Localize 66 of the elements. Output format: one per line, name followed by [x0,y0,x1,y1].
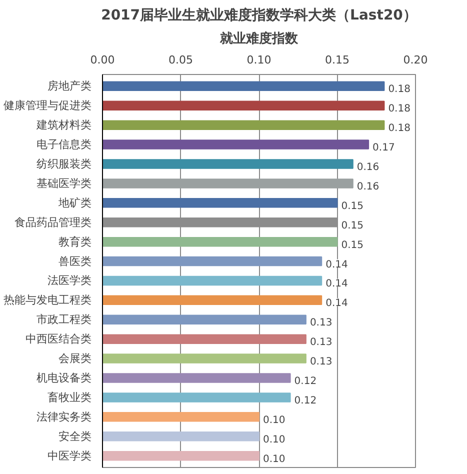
y-tick-label: 畜牧业类 [48,390,92,404]
data-label: 0.16 [356,162,380,173]
bar [102,334,306,344]
y-tick-label: 纺织服装类 [36,157,92,170]
x-tick-label: 0.00 [90,54,115,66]
y-tick-label: 健康管理与促进类 [4,99,92,112]
bar [102,256,322,266]
y-tick-label: 建筑材料类 [36,118,92,132]
y-tick-label: 地矿类 [58,196,92,210]
y-tick-label: 热能与发电工程类 [4,294,92,307]
chart-title: 2017届毕业生就业难度指数学科大类（Last20） [101,6,417,24]
y-tick-label: 中西医结合类 [26,332,92,346]
y-tick-label: 兽医类 [58,254,92,268]
x-tick-label: 0.05 [168,54,194,66]
bar [102,140,370,150]
data-label: 0.18 [388,104,410,115]
x-tick-label: 0.15 [325,54,350,66]
y-tick-label: 市政工程类 [36,313,92,326]
bar [102,412,260,422]
bar [102,159,354,169]
data-label: 0.12 [294,395,317,406]
bar [102,431,260,442]
data-label: 0.10 [263,414,286,426]
data-label: 0.10 [263,454,286,465]
data-label: 0.15 [341,240,364,251]
bar [102,178,354,188]
y-tick-label: 中医学类 [48,449,92,462]
y-tick-label: 会展类 [58,352,92,366]
bar [102,450,260,461]
bar [102,354,306,364]
data-label: 0.15 [341,200,364,212]
data-label: 0.14 [326,259,348,270]
data-label: 0.13 [310,356,332,368]
data-label: 0.18 [388,123,410,134]
x-tick-label: 0.10 [246,54,272,66]
bar [102,276,322,286]
bar [102,314,306,325]
data-label: 0.16 [356,181,380,192]
y-tick-label: 房地产类 [48,80,92,93]
y-tick-label: 法医学类 [48,274,92,288]
data-label: 0.15 [341,220,364,232]
x-axis-title: 就业难度指数 [219,30,299,46]
bar [102,198,338,208]
bar [102,120,385,130]
data-label: 0.14 [326,278,348,290]
x-tick-label: 0.20 [403,54,428,66]
bar [102,295,322,306]
bar [102,236,338,247]
y-tick-label: 法律实务类 [36,410,92,424]
y-tick-label: 基础医学类 [36,176,92,190]
y-tick-label: 电子信息类 [36,138,92,152]
data-label: 0.13 [310,318,332,329]
data-label: 0.14 [326,298,348,310]
bar [102,100,385,111]
y-tick-label: 安全类 [58,430,92,443]
data-label: 0.10 [263,434,286,446]
bar [102,373,291,383]
y-tick-label: 机电设备类 [36,372,92,385]
bar [102,81,385,92]
data-label: 0.12 [294,376,317,388]
data-label: 0.18 [388,84,410,96]
bar [102,392,291,402]
data-label: 0.13 [310,337,332,348]
y-tick-label: 教育类 [58,235,92,248]
data-label: 0.17 [372,142,395,154]
y-tick-label: 食品药品管理类 [14,216,92,229]
